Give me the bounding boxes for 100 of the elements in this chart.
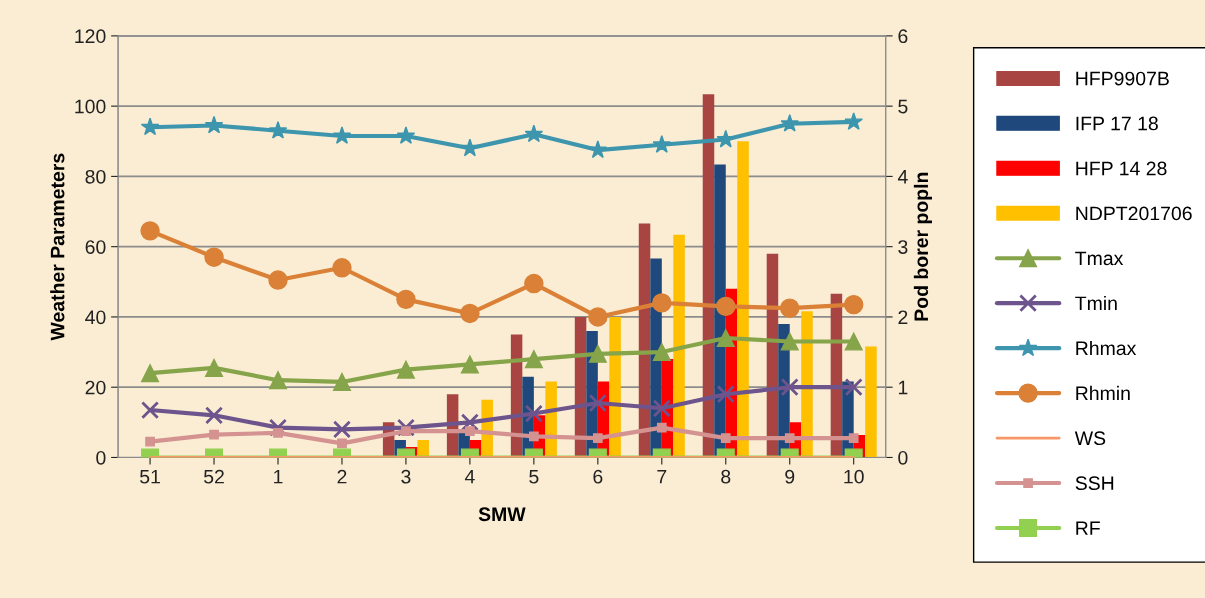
y-tick-label: 100 xyxy=(75,99,106,114)
point xyxy=(145,436,155,447)
point xyxy=(268,121,288,139)
y-tick-label: 40 xyxy=(85,310,106,325)
point xyxy=(524,404,543,423)
point xyxy=(332,372,351,391)
legend-label: Rhmin xyxy=(1076,385,1130,400)
y2-tick-label: 6 xyxy=(898,29,908,44)
point xyxy=(780,332,799,351)
y2-tick-label: 1 xyxy=(898,380,908,395)
legend-label: Tmax xyxy=(1075,251,1124,266)
point xyxy=(460,303,480,324)
x-tick-label: 3 xyxy=(401,469,411,484)
x-tick-label: 9 xyxy=(785,469,795,484)
y2-tick-label: 0 xyxy=(898,450,908,465)
point xyxy=(460,355,479,374)
x-tick-label: 51 xyxy=(140,469,160,484)
x-tick-label: 6 xyxy=(593,469,603,484)
point xyxy=(652,399,671,418)
y2-tick-label: 4 xyxy=(897,170,908,184)
point xyxy=(844,332,863,351)
x-tick-label: 1 xyxy=(274,469,283,484)
point xyxy=(784,433,795,444)
point xyxy=(396,126,416,145)
x-tick-label: 10 xyxy=(844,469,864,484)
point xyxy=(204,115,224,134)
point xyxy=(460,138,480,157)
legend-label: IFP 17 18 xyxy=(1076,116,1158,131)
point xyxy=(843,294,864,315)
y2-axis-title: Pod borer popln xyxy=(913,172,932,321)
point xyxy=(588,344,607,363)
point xyxy=(716,328,735,348)
y-tick-label: 20 xyxy=(85,380,106,395)
point xyxy=(268,371,288,390)
y2-tick-label: 5 xyxy=(898,99,908,114)
point xyxy=(652,135,672,153)
x-axis-title: SMW xyxy=(478,507,526,522)
x-tick-label: 4 xyxy=(464,469,475,484)
point xyxy=(465,426,475,436)
point xyxy=(140,221,160,241)
point xyxy=(268,270,288,290)
point xyxy=(273,428,283,438)
point xyxy=(396,360,415,379)
x-tick-label: 7 xyxy=(657,469,667,484)
x-tick-label: 8 xyxy=(721,469,731,484)
point xyxy=(588,140,608,159)
point xyxy=(524,350,543,369)
point xyxy=(524,124,544,143)
y-tick-label: 80 xyxy=(85,169,106,184)
y-tick-label: 0 xyxy=(96,450,106,465)
point xyxy=(141,364,160,383)
point xyxy=(844,378,863,397)
y-tick-label: 120 xyxy=(75,29,106,44)
point xyxy=(204,247,224,267)
point xyxy=(332,126,352,145)
point xyxy=(209,429,219,440)
x-tick-label: 2 xyxy=(337,469,347,484)
point xyxy=(524,273,544,294)
x-tick-label: 5 xyxy=(529,469,539,484)
point xyxy=(716,385,735,404)
point xyxy=(396,418,415,437)
point xyxy=(656,422,667,433)
y-axis-title: Weather Parameters xyxy=(50,153,65,341)
point xyxy=(401,426,411,436)
legend-label: SSH xyxy=(1075,476,1114,491)
legend-label: Tmin xyxy=(1075,295,1117,311)
point xyxy=(716,296,736,317)
point xyxy=(780,113,800,132)
bar xyxy=(865,346,877,458)
point xyxy=(652,343,671,362)
x-tick-label: 52 xyxy=(204,469,224,484)
point xyxy=(780,298,800,318)
point xyxy=(588,393,607,413)
legend-label: NDPT201706 xyxy=(1076,206,1192,221)
legend-label: WS xyxy=(1074,431,1106,446)
point xyxy=(848,433,859,444)
bar xyxy=(737,141,749,458)
point xyxy=(844,112,863,130)
point xyxy=(592,433,603,444)
point xyxy=(588,307,608,327)
point xyxy=(141,401,160,420)
point xyxy=(337,438,347,449)
point xyxy=(780,378,799,397)
y2-tick-label: 2 xyxy=(898,310,908,324)
point xyxy=(332,420,351,439)
point xyxy=(205,406,224,425)
legend-label: HFP 14 28 xyxy=(1076,161,1167,176)
point xyxy=(720,433,731,444)
point xyxy=(140,117,160,136)
point xyxy=(652,293,672,313)
y-tick-label: 60 xyxy=(85,240,106,254)
bar xyxy=(673,234,685,458)
point xyxy=(460,413,479,432)
legend-label: RF xyxy=(1076,521,1100,535)
legend-label: Rhmax xyxy=(1076,340,1137,356)
point xyxy=(396,289,416,310)
y2-tick-label: 3 xyxy=(898,240,908,254)
point xyxy=(332,258,352,278)
point xyxy=(205,358,224,377)
legend-label: HFP9907B xyxy=(1076,71,1169,86)
